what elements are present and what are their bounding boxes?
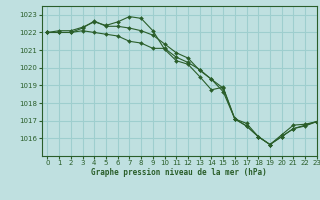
X-axis label: Graphe pression niveau de la mer (hPa): Graphe pression niveau de la mer (hPa): [91, 168, 267, 177]
